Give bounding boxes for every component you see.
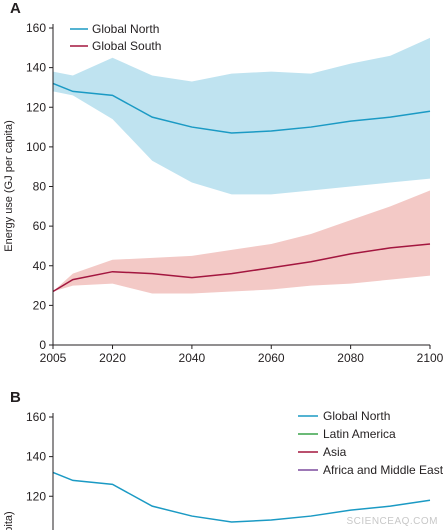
band-global-south xyxy=(53,190,430,294)
legend-label-asia: Asia xyxy=(323,445,347,459)
y-tick-label: 20 xyxy=(33,298,47,312)
legend-label-global-north: Global North xyxy=(323,409,390,423)
x-tick-label: 2040 xyxy=(179,351,206,365)
y-tick-label: 120 xyxy=(26,489,46,503)
y-tick-label: 60 xyxy=(33,219,47,233)
panel-b: B 120 140 160 Global North Latin America Asi… xyxy=(3,389,444,530)
x-tick-label: 2060 xyxy=(258,351,285,365)
x-tick-label: 2005 xyxy=(40,351,67,365)
y-tick-label: 160 xyxy=(26,21,46,35)
y-tick-label: 80 xyxy=(33,180,47,194)
line-global-north xyxy=(52,82,431,134)
legend-label-global-south: Global South xyxy=(92,39,161,53)
x-tick-label: 2020 xyxy=(99,351,126,365)
panel-b-legend: Global North Latin America Asia Africa and … xyxy=(298,409,444,477)
panel-b-axes: 120 140 160 xyxy=(26,410,54,530)
panel-a-bands xyxy=(53,37,430,294)
line-global-north xyxy=(52,471,431,523)
y-tick-label: 0 xyxy=(39,338,46,352)
x-tick-label: 2100 xyxy=(417,351,444,365)
x-tick-label: 2080 xyxy=(337,351,364,365)
panel-b-lines xyxy=(52,471,431,523)
y-tick-label: 160 xyxy=(26,410,46,424)
y-tick-label: 120 xyxy=(26,100,46,114)
watermark: SCIENCEAQ.COM xyxy=(346,516,438,527)
y-tick-label: 140 xyxy=(26,61,46,75)
panel-a-legend: Global North Global South xyxy=(70,22,161,53)
panel-b-ylabel: pita) xyxy=(3,511,15,530)
legend-label-latin-america: Latin America xyxy=(323,427,396,441)
panel-b-letter: B xyxy=(10,389,21,406)
panel-a-letter: A xyxy=(10,0,21,17)
line-global-south xyxy=(52,243,431,293)
y-tick-label: 140 xyxy=(26,450,46,464)
legend-label-africa-and-middle-east: Africa and Middle East xyxy=(323,463,444,477)
panel-a-lines xyxy=(52,82,431,293)
band-global-north xyxy=(53,37,430,195)
y-tick-label: 40 xyxy=(33,259,47,273)
y-tick-label: 100 xyxy=(26,140,46,154)
legend-label-global-north: Global North xyxy=(92,22,159,36)
panel-a-ylabel: Energy use (GJ per capita) xyxy=(3,120,15,251)
